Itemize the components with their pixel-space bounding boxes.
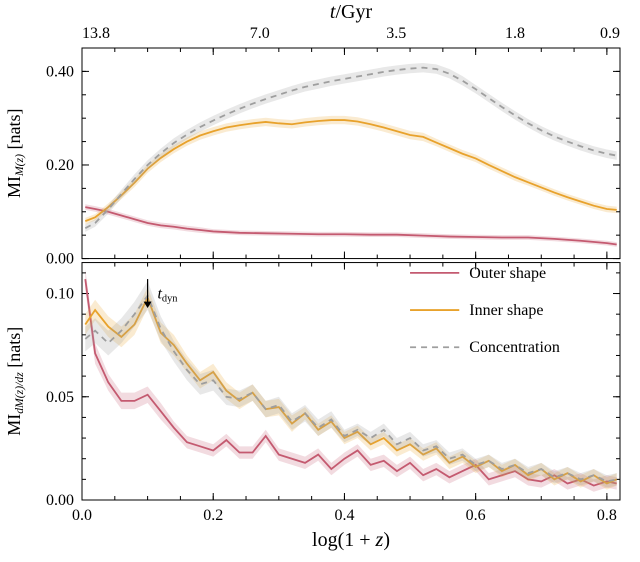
svg-text:MIM(z) [nats]: MIM(z) [nats] — [4, 108, 26, 198]
legend-label: Outer shape — [469, 265, 546, 282]
svg-text:0.4: 0.4 — [334, 507, 354, 524]
svg-text:log(1 + z): log(1 + z) — [312, 529, 390, 551]
chart-figure: 0.00 0.20 0.40 MIM(z) [nats] 0.00 0.05 0.10 MId… — [0, 0, 640, 562]
svg-text:0.20: 0.20 — [46, 157, 74, 174]
legend-label: Concentration — [469, 339, 560, 356]
svg-text:1.8: 1.8 — [505, 25, 525, 42]
svg-text:0.8: 0.8 — [597, 507, 617, 524]
svg-text:t/Gyr: t/Gyr — [330, 1, 373, 23]
svg-text:13.8: 13.8 — [82, 25, 110, 42]
svg-text:0.2: 0.2 — [203, 507, 223, 524]
svg-text:0.40: 0.40 — [46, 63, 74, 80]
tdyn-label: tdyn — [157, 286, 178, 305]
chart-svg: 0.00 0.20 0.40 MIM(z) [nats] 0.00 0.05 0.10 MId… — [0, 0, 640, 562]
svg-text:7.0: 7.0 — [250, 25, 270, 42]
svg-text:0.00: 0.00 — [46, 492, 74, 509]
svg-text:0.0: 0.0 — [72, 507, 92, 524]
legend-label: Inner shape — [469, 302, 543, 319]
series-band — [85, 63, 616, 232]
svg-text:0.10: 0.10 — [46, 286, 74, 303]
svg-text:3.5: 3.5 — [386, 25, 406, 42]
svg-text:0.00: 0.00 — [46, 251, 74, 268]
series-line — [85, 120, 616, 221]
svg-text:0.6: 0.6 — [466, 507, 486, 524]
svg-text:MIdM(z)/dz [nats]: MIdM(z)/dz [nats] — [4, 327, 26, 436]
svg-text:0.05: 0.05 — [46, 389, 74, 406]
svg-text:0.9: 0.9 — [600, 25, 620, 42]
